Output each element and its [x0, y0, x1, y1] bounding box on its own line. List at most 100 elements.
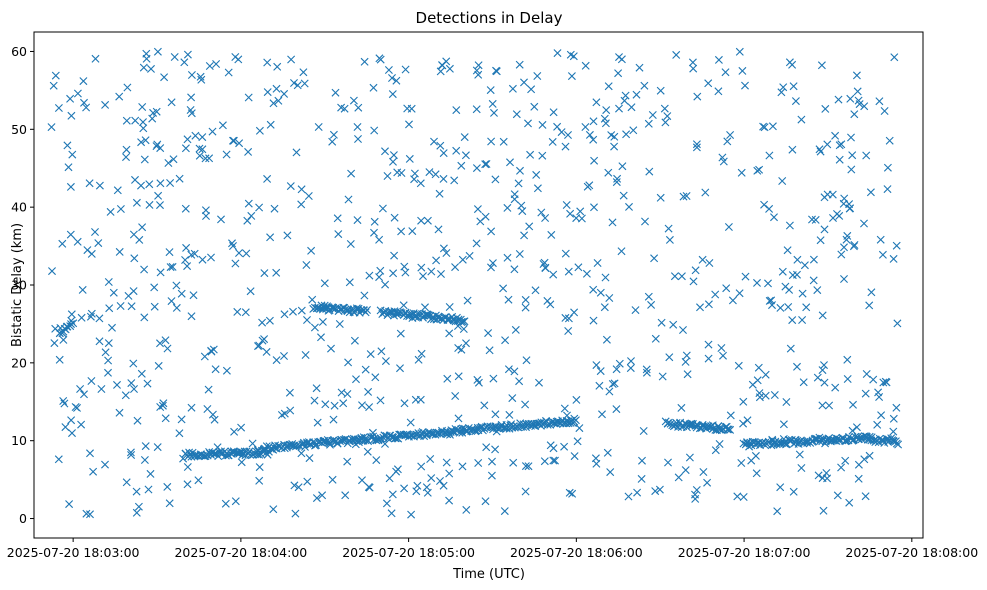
data-point	[848, 151, 857, 160]
data-point	[113, 186, 122, 195]
data-point	[417, 263, 426, 272]
data-point	[210, 415, 219, 424]
data-point	[393, 465, 402, 474]
data-point	[862, 151, 871, 160]
data-point	[741, 272, 750, 281]
data-point	[739, 397, 748, 406]
data-point	[472, 164, 481, 173]
data-point	[765, 296, 774, 305]
data-point	[850, 110, 859, 119]
data-point	[691, 266, 700, 275]
data-point	[427, 474, 436, 483]
data-point	[297, 200, 306, 209]
data-point	[156, 201, 164, 210]
data-point	[181, 204, 190, 213]
data-point	[345, 278, 354, 287]
data-point	[179, 454, 188, 463]
data-point	[285, 388, 294, 397]
data-point	[51, 71, 60, 80]
data-point	[669, 320, 678, 329]
data-point	[876, 235, 885, 244]
data-point	[739, 493, 748, 501]
data-point	[793, 362, 801, 371]
data-point	[140, 265, 149, 274]
data-point	[480, 401, 489, 410]
data-point	[55, 355, 64, 364]
data-point	[811, 215, 820, 224]
data-point	[561, 142, 570, 151]
data-point	[724, 425, 733, 434]
data-point	[313, 418, 322, 427]
data-point	[813, 286, 822, 295]
data-point	[64, 163, 73, 172]
data-point	[109, 288, 118, 297]
data-point	[793, 270, 801, 279]
data-point	[570, 452, 579, 461]
data-point	[835, 155, 844, 164]
data-point	[809, 276, 818, 285]
y-axis-label: Bistatic Delay (km)	[10, 223, 25, 347]
data-point	[862, 370, 871, 378]
data-point	[233, 307, 242, 316]
data-point	[181, 144, 190, 153]
data-point	[387, 509, 396, 518]
data-point	[737, 168, 746, 177]
data-point	[642, 365, 651, 374]
data-point	[244, 93, 253, 102]
data-point	[560, 404, 569, 413]
data-point	[263, 174, 272, 183]
data-point	[421, 303, 429, 312]
data-point	[682, 351, 691, 360]
data-point	[524, 119, 532, 128]
data-point	[677, 403, 686, 412]
data-point	[389, 269, 398, 278]
data-point	[515, 60, 524, 69]
data-point	[865, 301, 874, 310]
data-point	[144, 485, 153, 494]
data-point	[488, 99, 497, 108]
data-point	[388, 74, 396, 82]
data-point	[357, 306, 366, 314]
data-point	[221, 451, 230, 460]
data-point	[510, 190, 519, 199]
data-point	[532, 170, 541, 179]
x-tick-label: 2025-07-20 18:06:00	[510, 545, 643, 560]
data-point	[602, 106, 611, 115]
data-point	[674, 473, 683, 482]
y-tick-label: 60	[11, 44, 27, 59]
data-point	[784, 303, 793, 311]
data-point	[825, 401, 834, 410]
data-point	[139, 63, 148, 72]
data-point	[520, 78, 528, 87]
y-tick-label: 20	[11, 355, 27, 370]
data-point	[525, 222, 534, 231]
data-point	[94, 239, 103, 248]
data-point	[333, 214, 342, 223]
data-point	[217, 215, 225, 224]
data-point	[388, 90, 397, 99]
data-point	[198, 145, 207, 154]
data-point	[484, 329, 493, 338]
data-point	[698, 255, 707, 264]
data-point	[344, 195, 353, 204]
data-point	[726, 425, 735, 434]
data-point	[175, 429, 184, 438]
data-point	[246, 287, 255, 296]
data-point	[691, 494, 700, 503]
data-point	[145, 180, 154, 189]
data-point	[321, 400, 330, 409]
data-point	[353, 123, 362, 131]
data-point	[834, 95, 843, 104]
data-point	[820, 225, 829, 234]
data-point	[561, 313, 570, 322]
y-tick-label: 10	[11, 433, 27, 448]
data-point	[310, 396, 319, 405]
data-point	[699, 468, 708, 476]
data-point	[755, 438, 764, 447]
data-point	[595, 381, 604, 390]
data-point	[187, 312, 196, 321]
data-point	[310, 323, 319, 332]
data-point	[553, 122, 562, 131]
data-point	[318, 305, 327, 314]
